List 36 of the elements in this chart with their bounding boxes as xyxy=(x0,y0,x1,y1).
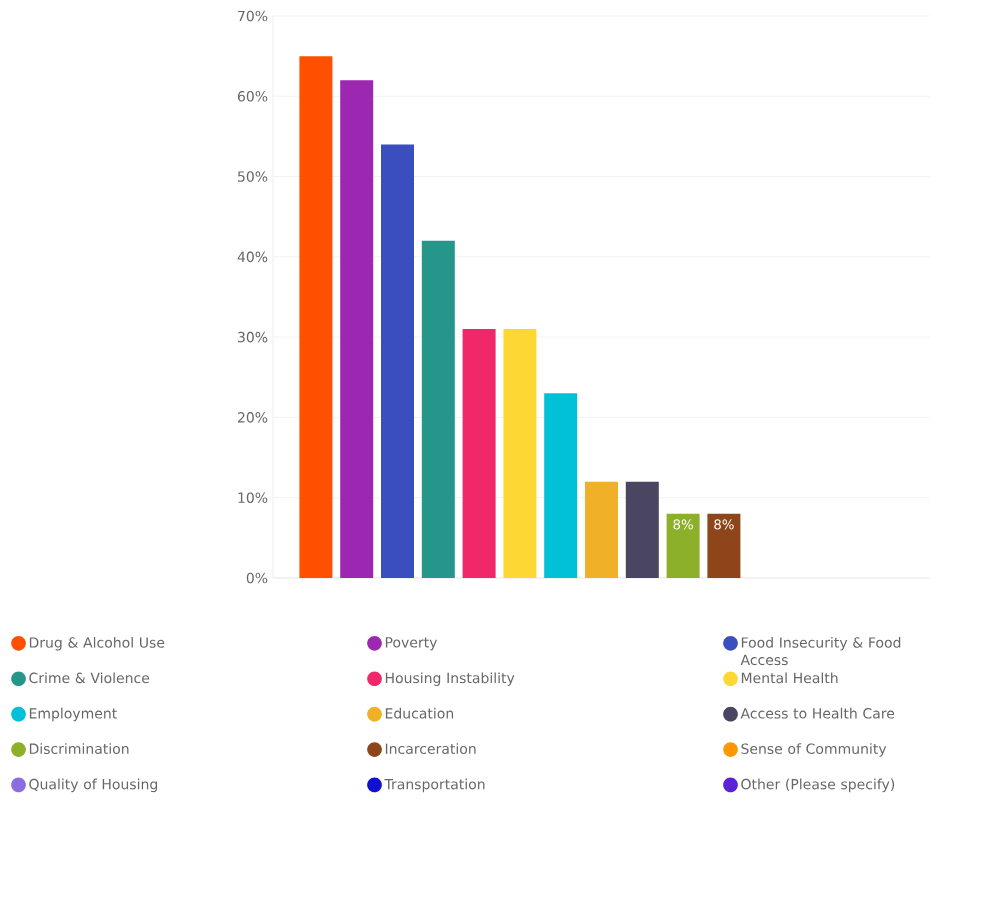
bar xyxy=(462,329,496,578)
legend-label: Incarceration xyxy=(385,743,476,755)
bar xyxy=(381,144,415,578)
legend-label: Education xyxy=(385,707,454,719)
bar xyxy=(585,481,619,578)
legend-label: Housing Instability xyxy=(385,672,515,686)
y-tick-label: 40% xyxy=(237,251,268,263)
y-tick-label: 70% xyxy=(238,10,268,22)
y-tick-label: 10% xyxy=(238,492,268,503)
bar xyxy=(421,240,455,578)
bar xyxy=(503,329,537,578)
y-tick-label: 30% xyxy=(238,331,268,343)
data-label: 8% xyxy=(714,519,734,530)
bar xyxy=(340,80,374,578)
bar xyxy=(666,513,700,578)
bar xyxy=(625,481,659,578)
legend-label: Sense of Community xyxy=(741,743,887,757)
legend-label: Crime & Violence xyxy=(29,672,150,684)
bar xyxy=(544,393,578,578)
y-tick-label: 50% xyxy=(238,171,268,182)
y-tick-label: 0% xyxy=(246,572,268,584)
data-label: 8% xyxy=(673,519,693,530)
legend-label: Mental Health xyxy=(741,672,838,684)
legend-label: Transportation xyxy=(384,778,485,793)
legend-label: Employment xyxy=(29,707,117,722)
legend-label: Drug & Alcohol Use xyxy=(29,636,165,651)
legend-label: Discrimination xyxy=(29,743,129,755)
legend-label: Food Insecurity & Food Access xyxy=(740,636,901,666)
y-tick-label: 20% xyxy=(237,412,268,423)
y-tick-label: 60% xyxy=(237,90,268,102)
legend-label: Quality of Housing xyxy=(29,778,158,793)
bar xyxy=(299,56,333,578)
legend-label: Poverty xyxy=(385,637,438,651)
legend-label: Access to Health Care xyxy=(740,707,895,719)
bar xyxy=(707,513,741,578)
legend-label: Other (Please specify) xyxy=(741,778,895,793)
